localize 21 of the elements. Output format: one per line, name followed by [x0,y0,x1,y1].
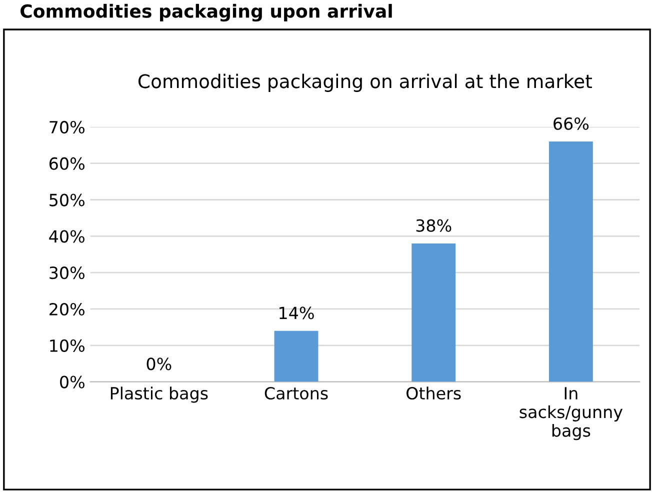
bar [548,142,593,382]
bar [274,330,318,382]
y-tick-label: 30% [50,266,84,280]
chart-subtitle: Commodities packaging on arrival at the market [138,74,592,92]
x-tick-label: Plastic bags [110,386,208,403]
y-tick-label: 10% [50,339,84,352]
y-tick-label: 60% [50,157,84,170]
data-label: 66% [554,117,589,130]
y-tick-label: 50% [50,194,84,206]
bar [412,243,456,382]
chart-title: Commodities packaging upon arrival [20,4,392,22]
y-tick-label: 0% [60,376,84,388]
data-label: 0% [146,358,172,370]
data-label: 14% [280,306,314,320]
x-tick-label: In sacks/gunny bags [520,387,623,440]
y-tick-label: 70% [50,120,84,134]
x-tick-label: Others [406,386,461,400]
data-label: 38% [416,219,452,232]
y-tick-label: 40% [49,230,84,243]
x-tick-label: Cartons [264,386,328,400]
y-tick-label: 20% [50,302,84,316]
